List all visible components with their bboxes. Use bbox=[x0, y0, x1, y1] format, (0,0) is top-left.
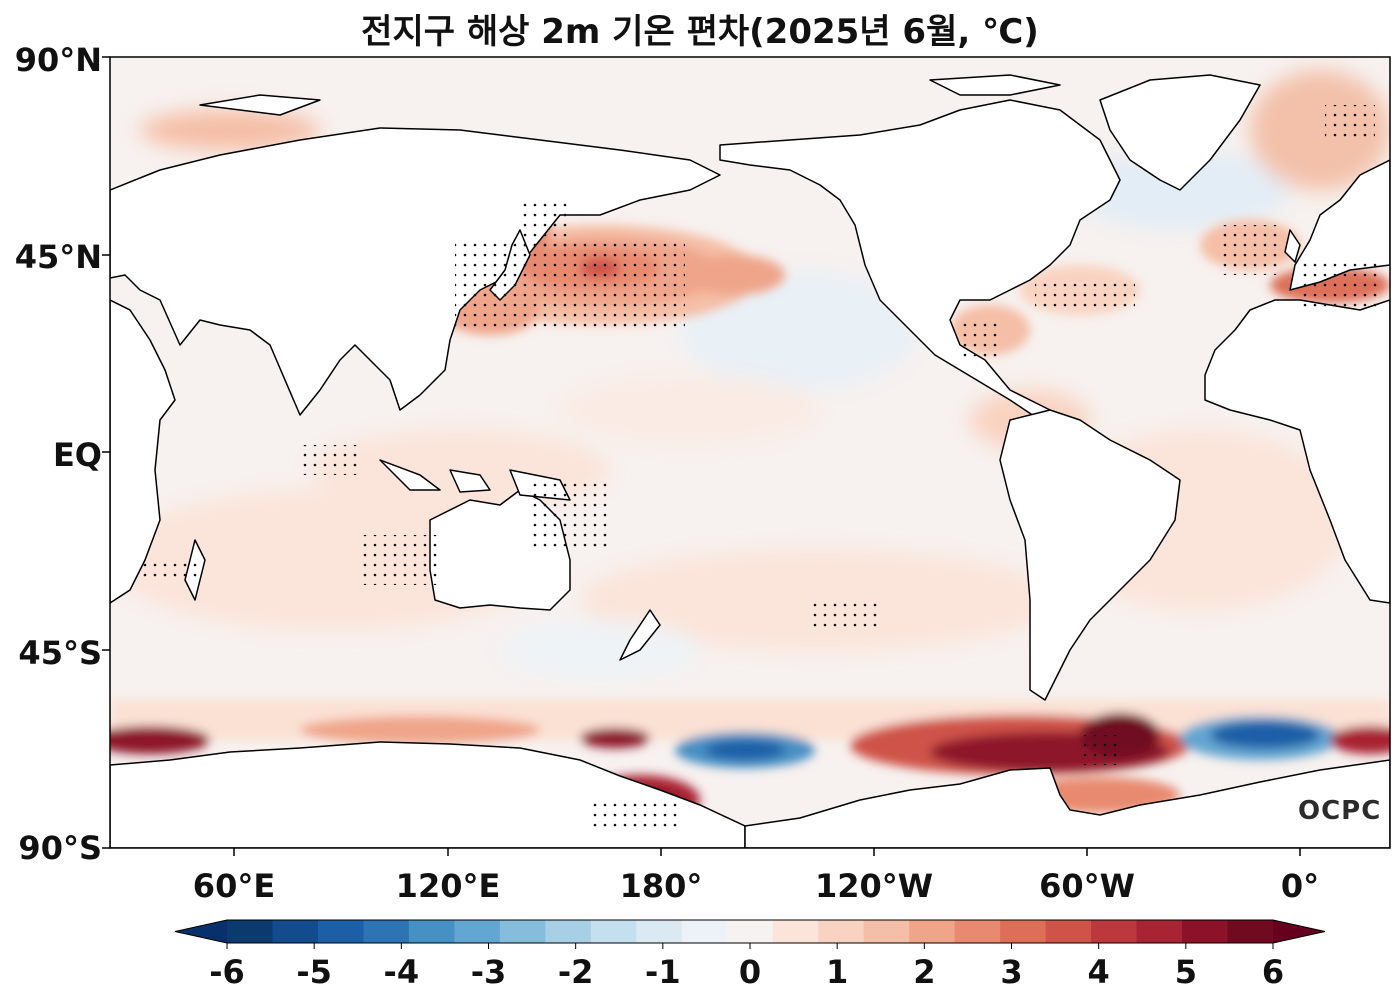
colorbar-tick-label: -1 bbox=[645, 953, 681, 991]
colorbar-tick-label: -5 bbox=[296, 953, 332, 991]
colorbar-cell bbox=[636, 920, 683, 943]
colorbar-cell bbox=[1091, 920, 1138, 943]
colorbar-cell bbox=[818, 920, 865, 943]
colorbar-extend-min bbox=[175, 920, 227, 943]
lat-label-90n: 90°N bbox=[14, 41, 102, 79]
lat-label-45n: 45°N bbox=[14, 238, 102, 276]
colorbar-cell bbox=[727, 920, 774, 943]
continents bbox=[110, 74, 1390, 701]
colorbar-cell bbox=[545, 920, 592, 943]
colorbar-cell bbox=[1045, 920, 1092, 943]
map-title: 전지구 해상 2m 기온 편차(2025년 6월, ℃) bbox=[361, 12, 1039, 52]
colorbar-cell bbox=[954, 920, 1001, 943]
colorbar-cell bbox=[681, 920, 728, 943]
colorbar-cell bbox=[1227, 920, 1274, 943]
colorbar-cell bbox=[363, 920, 410, 943]
colorbar-cell bbox=[1182, 920, 1229, 943]
significance-stippling bbox=[140, 105, 1380, 830]
colorbar-cell bbox=[909, 920, 956, 943]
lon-label-60w: 60°W bbox=[1039, 867, 1135, 905]
colorbar-tick-label: 1 bbox=[826, 953, 849, 991]
colorbar-cell bbox=[408, 920, 455, 943]
colorbar-cell bbox=[1136, 920, 1183, 943]
colorbar-cell bbox=[863, 920, 910, 943]
colorbar-tick-label: 6 bbox=[1261, 953, 1285, 991]
lat-label-eq: EQ bbox=[52, 436, 102, 474]
colorbar-cell bbox=[317, 920, 364, 943]
colorbar-tick-label: 3 bbox=[1000, 953, 1023, 991]
colorbar-tick-label: 4 bbox=[1087, 953, 1110, 991]
colorbar-cell bbox=[272, 920, 319, 943]
colorbar-tick-label: 2 bbox=[913, 953, 936, 991]
colorbar-tick-label: -6 bbox=[209, 953, 245, 991]
colorbar-cell bbox=[227, 920, 273, 943]
colorbar-tick-label: -2 bbox=[557, 953, 594, 991]
ocpc-logo: OCPC bbox=[1298, 796, 1382, 826]
lon-label-120w: 120°W bbox=[814, 867, 934, 905]
lon-label-120e: 120°E bbox=[395, 867, 501, 905]
axis-ticks bbox=[102, 56, 1301, 856]
lat-label-90s: 90°S bbox=[18, 829, 102, 867]
lon-label-180: 180° bbox=[619, 867, 703, 905]
colorbar-tick-label: -4 bbox=[383, 953, 420, 991]
colorbar-cell bbox=[499, 920, 546, 943]
colorbar-cell bbox=[1000, 920, 1047, 943]
colorbar-tick-label: 5 bbox=[1174, 953, 1197, 991]
lon-label-0: 0° bbox=[1280, 867, 1320, 905]
colorbar-extend-max bbox=[1273, 920, 1325, 943]
lat-label-45s: 45°S bbox=[18, 634, 102, 672]
colorbar-tick-label: -3 bbox=[470, 953, 507, 991]
colorbar-cell bbox=[590, 920, 637, 943]
colorbar-cell bbox=[772, 920, 819, 943]
colorbar-tick-label: 0 bbox=[738, 953, 762, 991]
lon-label-60e: 60°E bbox=[192, 867, 276, 905]
colorbar-cell bbox=[454, 920, 501, 943]
